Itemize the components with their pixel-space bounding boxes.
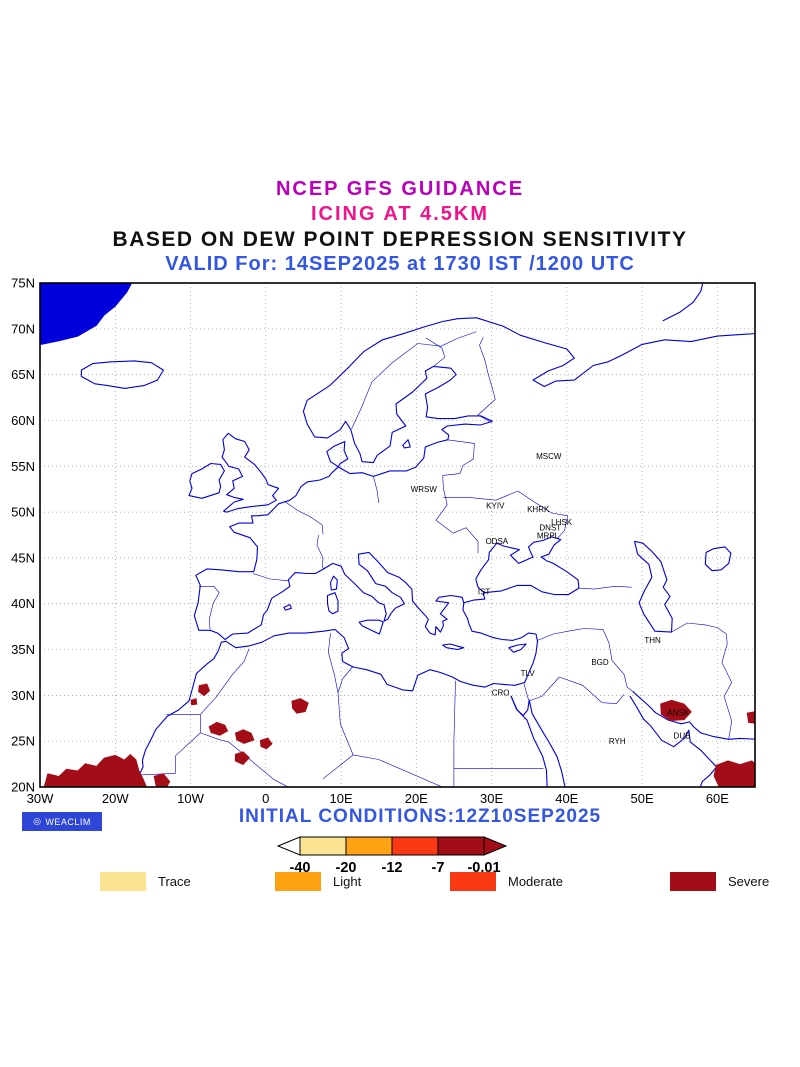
- coastlines: [40, 283, 755, 787]
- legend-swatch-light: [275, 871, 321, 891]
- country-borders: [137, 331, 733, 787]
- city-label: IST: [478, 588, 491, 597]
- colorbar-tick-label: -12: [382, 860, 403, 876]
- lat-tick-label: 30N: [11, 688, 35, 703]
- lat-tick-label: 55N: [11, 459, 35, 474]
- map-frame: [39, 282, 756, 788]
- legend-label-severe: Severe: [728, 873, 770, 889]
- legend-item-light: Light: [275, 871, 361, 891]
- legend-swatch-severe: [670, 871, 716, 891]
- weaclim-logo-text: WEACLIM: [45, 816, 91, 827]
- title-valid-time: VALID For: 14SEP2025 at 1730 IST /1200 U…: [165, 253, 635, 275]
- lon-tick-label: 60E: [706, 791, 729, 806]
- weaclim-logo: ◎ WEACLIM: [22, 812, 102, 831]
- lon-tick-label: 20W: [102, 791, 129, 806]
- city-label: MSCW: [536, 452, 562, 461]
- city-label: RYH: [609, 737, 626, 746]
- city-label: ODSA: [485, 537, 508, 546]
- legend: Trace Light Moderate Severe: [0, 871, 800, 893]
- lat-tick-label: 60N: [11, 413, 35, 428]
- colorbar-tick-label: -7: [432, 860, 445, 876]
- city-label: WRSW: [411, 485, 438, 494]
- city-label: KHRK: [527, 505, 550, 514]
- lon-tick-label: 30E: [480, 791, 503, 806]
- lon-tick-label: 10W: [177, 791, 204, 806]
- legend-label-moderate: Moderate: [508, 873, 563, 889]
- legend-label-trace: Trace: [158, 873, 191, 889]
- city-label: ANSK: [667, 709, 689, 718]
- lon-tick-label: 20E: [405, 791, 428, 806]
- title-product: ICING AT 4.5KM: [310, 203, 489, 225]
- city-label: DNST: [539, 523, 561, 532]
- colorbar-segment: [437, 836, 485, 856]
- city-label: TLV: [521, 669, 536, 678]
- lat-tick-label: 50N: [11, 505, 35, 520]
- city-label: KYIV: [486, 501, 505, 510]
- title-model: NCEP GFS GUIDANCE: [275, 178, 525, 200]
- colorbar-left-arrow: [276, 836, 301, 856]
- lon-tick-label: 40E: [555, 791, 578, 806]
- lon-tick-label: 0: [262, 791, 269, 806]
- initial-conditions-text: INITIAL CONDITIONS:12Z10SEP2025: [238, 806, 602, 827]
- lon-axis-labels: 30W 20W 10W 0 10E 20E 30E 40E 50E 60E: [27, 791, 730, 806]
- lat-tick-label: 35N: [11, 642, 35, 657]
- gridlines: [40, 283, 755, 787]
- title-method: BASED ON DEW POINT DEPRESSION SENSITIVIT…: [112, 228, 688, 251]
- lat-tick-label: 45N: [11, 550, 35, 565]
- city-label: DUB: [674, 731, 691, 740]
- lon-tick-label: 10E: [330, 791, 353, 806]
- lon-tick-label: 50E: [631, 791, 654, 806]
- lon-tick-label: 30W: [27, 791, 54, 806]
- colorbar-segment: [345, 836, 393, 856]
- title-block: NCEP GFS GUIDANCE ICING AT 4.5KM BASED O…: [0, 177, 800, 277]
- city-label: MRPL: [537, 532, 560, 541]
- lat-tick-label: 20N: [11, 780, 35, 795]
- lat-tick-label: 70N: [11, 321, 35, 336]
- colorbar-right-arrow: [483, 836, 508, 856]
- lat-tick-label: 65N: [11, 367, 35, 382]
- lat-tick-label: 25N: [11, 734, 35, 749]
- city-label: LHSK: [551, 518, 573, 527]
- lat-axis-labels: 75N 70N 65N 60N 55N 50N 45N 40N 35N 30N 25N 20N: [11, 276, 35, 795]
- lat-tick-label: 75N: [11, 276, 35, 291]
- lat-tick-label: 40N: [11, 596, 35, 611]
- city-label: BGD: [591, 658, 609, 667]
- legend-label-light: Light: [333, 873, 362, 889]
- legend-swatch-moderate: [450, 871, 496, 891]
- city-label: CRO: [492, 688, 510, 697]
- icing-areas: [43, 683, 755, 787]
- city-label: THN: [644, 636, 661, 645]
- legend-swatch-trace: [100, 871, 146, 891]
- colorbar-tick-label: -20: [336, 860, 357, 876]
- legend-item-moderate: Moderate: [450, 871, 563, 891]
- colorbar-segment: [391, 836, 439, 856]
- colorbar-segment: [299, 836, 347, 856]
- copyright-icon: ◎: [33, 816, 42, 826]
- legend-item-severe: Severe: [670, 871, 769, 891]
- legend-item-trace: Trace: [100, 871, 191, 891]
